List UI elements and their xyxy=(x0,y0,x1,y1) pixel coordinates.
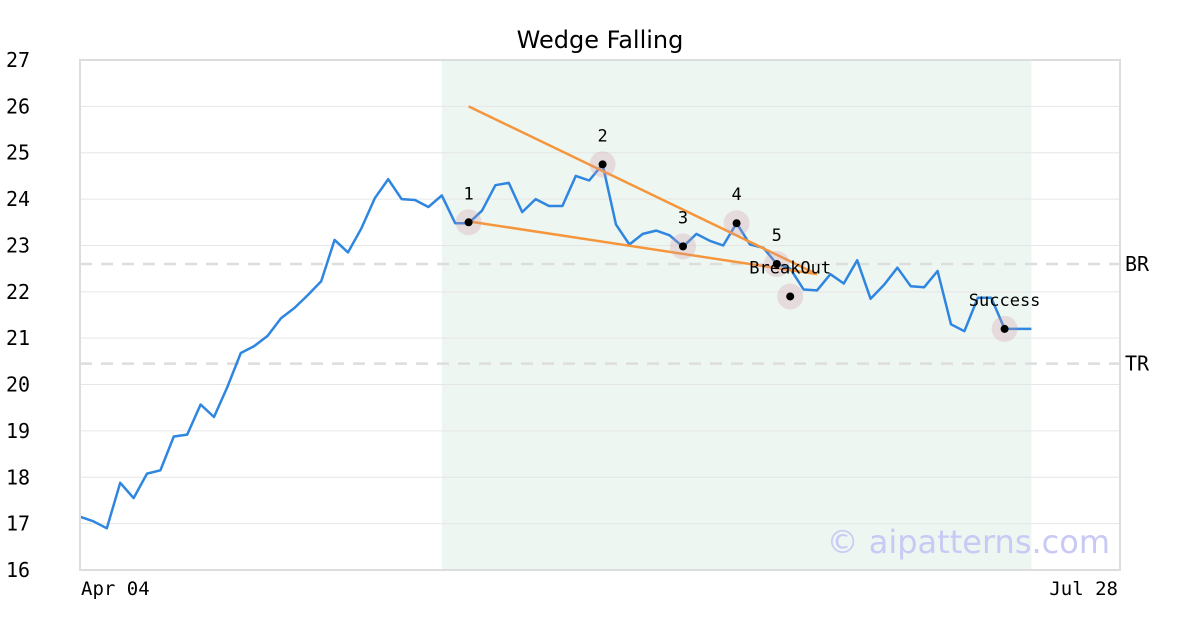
y-tick-label: 25 xyxy=(6,141,30,165)
chart-title: Wedge Falling xyxy=(517,26,684,54)
reference-line-label: TR xyxy=(1125,352,1150,376)
y-tick-label: 20 xyxy=(6,373,30,397)
y-tick-label: 18 xyxy=(6,465,30,489)
y-tick-label: 21 xyxy=(6,326,30,350)
reference-line-label: BR xyxy=(1125,252,1150,276)
point-marker xyxy=(464,218,473,227)
watermark: © aipatterns.com xyxy=(827,523,1110,561)
price-series-line xyxy=(79,163,1032,530)
pattern-region xyxy=(441,60,1032,570)
y-tick-label: 19 xyxy=(6,419,30,443)
point-marker xyxy=(1000,324,1009,333)
point-label: 5 xyxy=(772,226,782,246)
x-tick-label: Jul 28 xyxy=(1049,578,1118,600)
point-marker xyxy=(786,292,795,301)
point-label: 3 xyxy=(678,208,688,228)
point-marker xyxy=(772,260,781,268)
y-tick-label: 16 xyxy=(6,558,30,582)
point-label: BreakOut xyxy=(749,258,831,278)
point-label: 2 xyxy=(597,126,607,146)
plot-frame xyxy=(79,59,1121,571)
x-tick-label: Apr 04 xyxy=(81,578,150,600)
y-tick-label: 22 xyxy=(6,280,30,304)
point-marker xyxy=(598,160,607,169)
y-tick-label: 17 xyxy=(6,512,30,536)
point-marker xyxy=(679,242,687,251)
point-marker xyxy=(732,219,741,228)
point-label: 1 xyxy=(463,184,473,204)
wedge-trendline xyxy=(468,220,818,276)
y-tick-label: 27 xyxy=(6,48,30,72)
y-tick-label: 23 xyxy=(6,233,30,257)
point-label: 4 xyxy=(731,185,741,205)
wedge-trendline xyxy=(468,105,818,276)
y-tick-label: 24 xyxy=(6,187,30,211)
y-tick-label: 26 xyxy=(6,94,30,118)
point-label: Success xyxy=(969,291,1041,311)
